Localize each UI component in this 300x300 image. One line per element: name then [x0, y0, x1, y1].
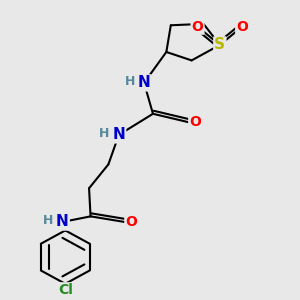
Text: S: S [214, 38, 225, 52]
Text: H: H [99, 127, 109, 140]
Text: O: O [192, 20, 203, 34]
Text: N: N [56, 214, 69, 230]
Text: O: O [236, 20, 248, 34]
Text: H: H [43, 214, 53, 227]
Text: O: O [125, 215, 137, 229]
Text: N: N [112, 128, 125, 142]
Text: Cl: Cl [58, 283, 73, 297]
Text: O: O [189, 115, 201, 129]
Text: N: N [138, 75, 150, 90]
Text: H: H [125, 75, 135, 88]
